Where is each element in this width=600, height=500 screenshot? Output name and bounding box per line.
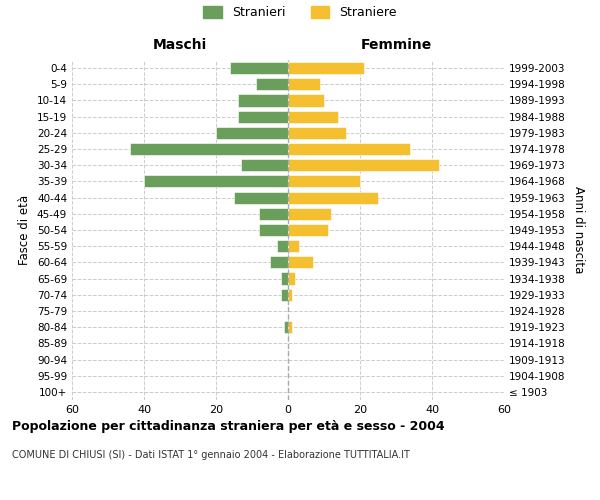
Bar [259,224,288,236]
Bar [288,288,292,301]
Bar [256,78,288,90]
Bar [288,62,364,74]
Bar [288,127,346,139]
Bar [288,94,324,106]
Bar [288,208,331,220]
Bar [270,256,288,268]
Text: Maschi: Maschi [153,38,207,52]
Bar [230,62,288,74]
Bar [288,240,299,252]
Y-axis label: Anni di nascita: Anni di nascita [572,186,585,274]
Y-axis label: Fasce di età: Fasce di età [19,195,31,265]
Bar [288,176,360,188]
Bar [288,321,292,333]
Bar [288,143,410,155]
Bar [288,192,378,203]
Text: Femmine: Femmine [361,38,431,52]
Bar [130,143,288,155]
Bar [241,159,288,172]
Bar [234,192,288,203]
Bar [238,110,288,122]
Bar [288,272,295,284]
Bar [216,127,288,139]
Bar [288,78,320,90]
Bar [288,256,313,268]
Bar [238,94,288,106]
Bar [281,272,288,284]
Bar [288,110,338,122]
Bar [277,240,288,252]
Bar [284,321,288,333]
Text: COMUNE DI CHIUSI (SI) - Dati ISTAT 1° gennaio 2004 - Elaborazione TUTTITALIA.IT: COMUNE DI CHIUSI (SI) - Dati ISTAT 1° ge… [12,450,410,460]
Legend: Stranieri, Straniere: Stranieri, Straniere [203,6,397,19]
Bar [259,208,288,220]
Bar [281,288,288,301]
Text: Popolazione per cittadinanza straniera per età e sesso - 2004: Popolazione per cittadinanza straniera p… [12,420,445,433]
Bar [144,176,288,188]
Bar [288,159,439,172]
Bar [288,224,328,236]
